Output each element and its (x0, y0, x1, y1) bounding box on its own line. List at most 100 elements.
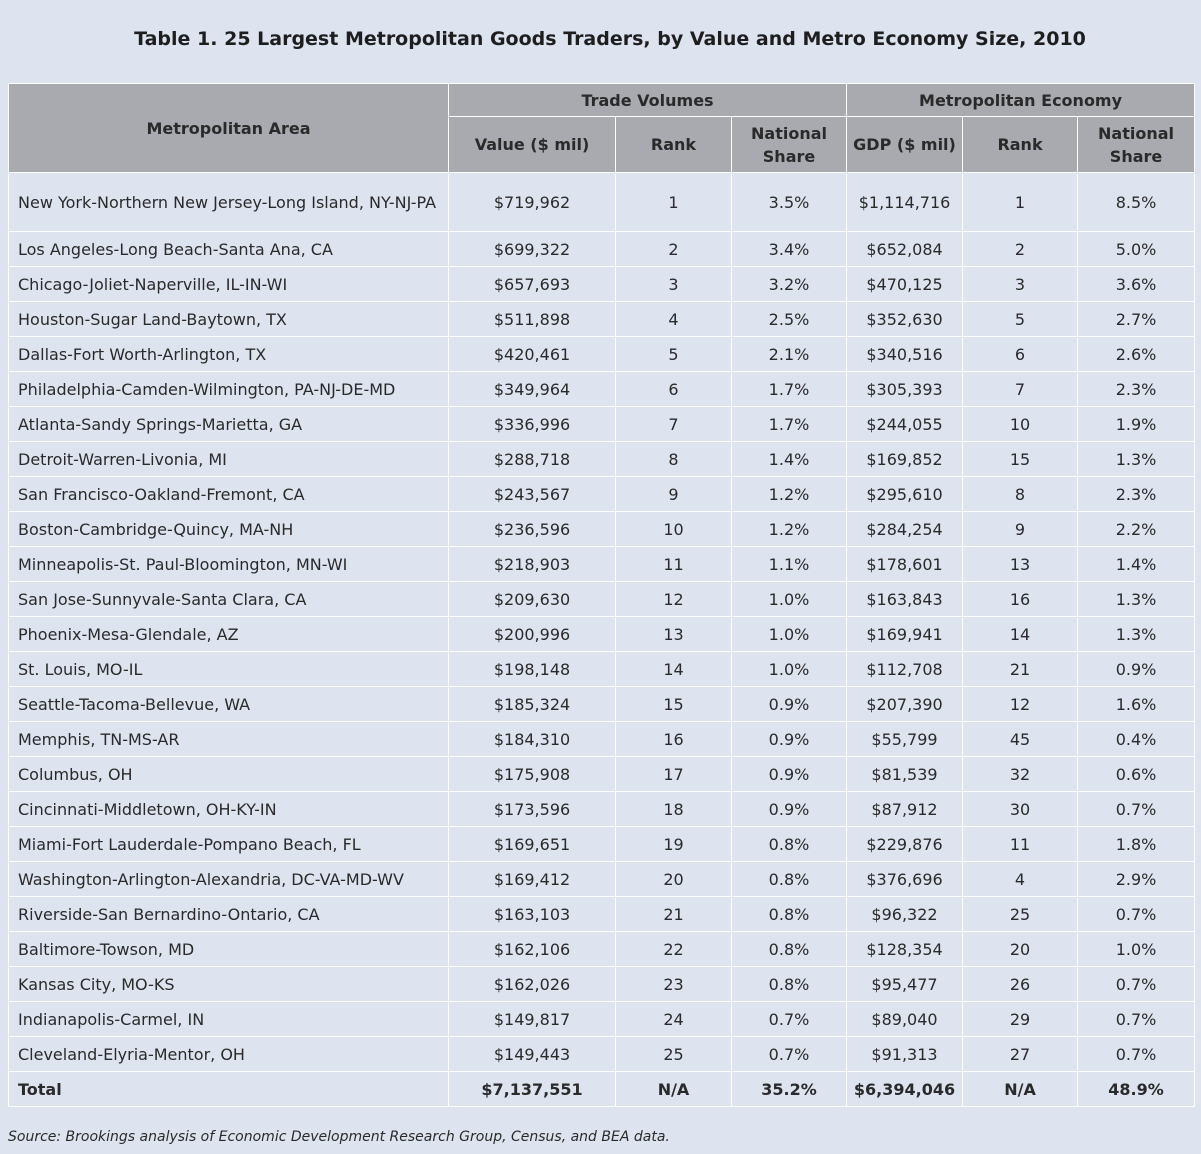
econ-share-cell: 2.9% (1077, 861, 1196, 897)
metro-name-cell: Houston-Sugar Land-Baytown, TX (8, 301, 449, 337)
gdp-cell: $340,516 (846, 336, 964, 372)
gdp-cell: $163,843 (846, 581, 964, 617)
trade-value-cell: $236,596 (448, 511, 616, 547)
trade-rank-cell: 1 (615, 172, 732, 232)
total-row: Total $7,137,551 N/A 35.2% $6,394,046 N/A 48.9… (8, 1071, 1196, 1107)
table-row: San Jose-Sunnyvale-Santa Clara, CA $209,6… (8, 581, 1196, 617)
trade-share-cell: 1.0% (730, 651, 848, 687)
table-row: Atlanta-Sandy Springs-Marietta, GA $336,9… (8, 406, 1196, 442)
econ-share-cell: 1.3% (1077, 616, 1196, 652)
econ-share-cell: 0.4% (1077, 721, 1196, 757)
gdp-cell: $178,601 (846, 546, 964, 582)
econ-share-cell: 0.6% (1077, 756, 1196, 792)
metro-name-cell: San Jose-Sunnyvale-Santa Clara, CA (8, 581, 449, 617)
total-trade-value-cell: $7,137,551 (448, 1071, 616, 1107)
econ-share-cell: 3.6% (1077, 266, 1196, 302)
trade-share-cell: 0.9% (730, 756, 848, 792)
econ-share-cell: 0.7% (1077, 791, 1196, 827)
econ-rank-cell: 29 (962, 1001, 1079, 1037)
metro-name-cell: Boston-Cambridge-Quincy, MA-NH (8, 511, 449, 547)
trade-rank-cell: 13 (615, 616, 732, 652)
total-econ-share-cell: 48.9% (1077, 1071, 1196, 1107)
table-row: Columbus, OH $175,908 17 0.9% $81,539 32 0.6% (8, 756, 1196, 792)
metro-name-cell: Dallas-Fort Worth-Arlington, TX (8, 336, 449, 372)
trade-value-cell: $243,567 (448, 476, 616, 512)
trade-share-cell: 3.5% (730, 172, 848, 232)
header-metro-economy: Metropolitan Economy (846, 83, 1196, 117)
total-econ-rank-cell: N/A (962, 1071, 1079, 1107)
econ-share-cell: 2.3% (1077, 371, 1196, 407)
metro-name-cell: Seattle-Tacoma-Bellevue, WA (8, 686, 449, 722)
table-row: Los Angeles-Long Beach-Santa Ana, CA $699… (8, 231, 1196, 267)
econ-share-cell: 2.6% (1077, 336, 1196, 372)
gdp-cell: $305,393 (846, 371, 964, 407)
table-row: Miami-Fort Lauderdale-Pompano Beach, FL $… (8, 826, 1196, 862)
econ-share-cell: 1.4% (1077, 546, 1196, 582)
econ-share-cell: 8.5% (1077, 172, 1196, 232)
trade-rank-cell: 2 (615, 231, 732, 267)
trade-share-cell: 0.7% (730, 1001, 848, 1037)
metro-name-cell: Baltimore-Towson, MD (8, 931, 449, 967)
trade-value-cell: $420,461 (448, 336, 616, 372)
gdp-cell: $295,610 (846, 476, 964, 512)
gdp-cell: $1,114,716 (846, 172, 964, 232)
econ-rank-cell: 15 (962, 441, 1079, 477)
table-row: Dallas-Fort Worth-Arlington, TX $420,461 5… (8, 336, 1196, 372)
trade-rank-cell: 3 (615, 266, 732, 302)
trade-share-cell: 0.8% (730, 861, 848, 897)
trade-value-cell: $184,310 (448, 721, 616, 757)
table-row: Boston-Cambridge-Quincy, MA-NH $236,596 10… (8, 511, 1196, 547)
econ-share-cell: 1.8% (1077, 826, 1196, 862)
trade-share-cell: 1.7% (730, 371, 848, 407)
trade-rank-cell: 8 (615, 441, 732, 477)
header-gdp: GDP ($ mil) (846, 116, 964, 173)
table-row: Chicago-Joliet-Naperville, IL-IN-WI $657,… (8, 266, 1196, 302)
trade-rank-cell: 24 (615, 1001, 732, 1037)
econ-share-cell: 0.7% (1077, 1001, 1196, 1037)
metro-name-cell: Memphis, TN-MS-AR (8, 721, 449, 757)
trade-rank-cell: 14 (615, 651, 732, 687)
trade-rank-cell: 23 (615, 966, 732, 1002)
econ-rank-cell: 6 (962, 336, 1079, 372)
econ-rank-cell: 32 (962, 756, 1079, 792)
metro-traders-table: Metropolitan Area Trade Volumes Metropol… (8, 83, 1196, 1107)
trade-rank-cell: 4 (615, 301, 732, 337)
gdp-cell: $169,852 (846, 441, 964, 477)
trade-rank-cell: 18 (615, 791, 732, 827)
econ-rank-cell: 3 (962, 266, 1079, 302)
metro-name-cell: Phoenix-Mesa-Glendale, AZ (8, 616, 449, 652)
metro-name-cell: Atlanta-Sandy Springs-Marietta, GA (8, 406, 449, 442)
table-row: Baltimore-Towson, MD $162,106 22 0.8% $128,3… (8, 931, 1196, 967)
trade-rank-cell: 19 (615, 826, 732, 862)
header-trade-rank: Rank (615, 116, 732, 173)
metro-name-cell: New York-Northern New Jersey-Long Island… (8, 172, 449, 232)
econ-share-cell: 0.9% (1077, 651, 1196, 687)
gdp-cell: $352,630 (846, 301, 964, 337)
trade-value-cell: $657,693 (448, 266, 616, 302)
header-value: Value ($ mil) (448, 116, 616, 173)
trade-value-cell: $209,630 (448, 581, 616, 617)
table-row: San Francisco-Oakland-Fremont, CA $243,56… (8, 476, 1196, 512)
econ-rank-cell: 45 (962, 721, 1079, 757)
trade-rank-cell: 7 (615, 406, 732, 442)
econ-share-cell: 0.7% (1077, 1036, 1196, 1072)
trade-value-cell: $511,898 (448, 301, 616, 337)
total-metro-name-cell: Total (8, 1071, 449, 1107)
trade-rank-cell: 9 (615, 476, 732, 512)
trade-value-cell: $200,996 (448, 616, 616, 652)
trade-rank-cell: 10 (615, 511, 732, 547)
metro-name-cell: Cincinnati-Middletown, OH-KY-IN (8, 791, 449, 827)
metro-name-cell: Cleveland-Elyria-Mentor, OH (8, 1036, 449, 1072)
trade-rank-cell: 20 (615, 861, 732, 897)
metro-name-cell: Chicago-Joliet-Naperville, IL-IN-WI (8, 266, 449, 302)
trade-rank-cell: 5 (615, 336, 732, 372)
metro-name-cell: Los Angeles-Long Beach-Santa Ana, CA (8, 231, 449, 267)
header-metro-area: Metropolitan Area (8, 83, 449, 173)
econ-rank-cell: 7 (962, 371, 1079, 407)
table-header: Metropolitan Area Trade Volumes Metropol… (8, 83, 1196, 173)
trade-share-cell: 0.9% (730, 686, 848, 722)
gdp-cell: $128,354 (846, 931, 964, 967)
econ-rank-cell: 4 (962, 861, 1079, 897)
trade-value-cell: $349,964 (448, 371, 616, 407)
econ-share-cell: 2.3% (1077, 476, 1196, 512)
